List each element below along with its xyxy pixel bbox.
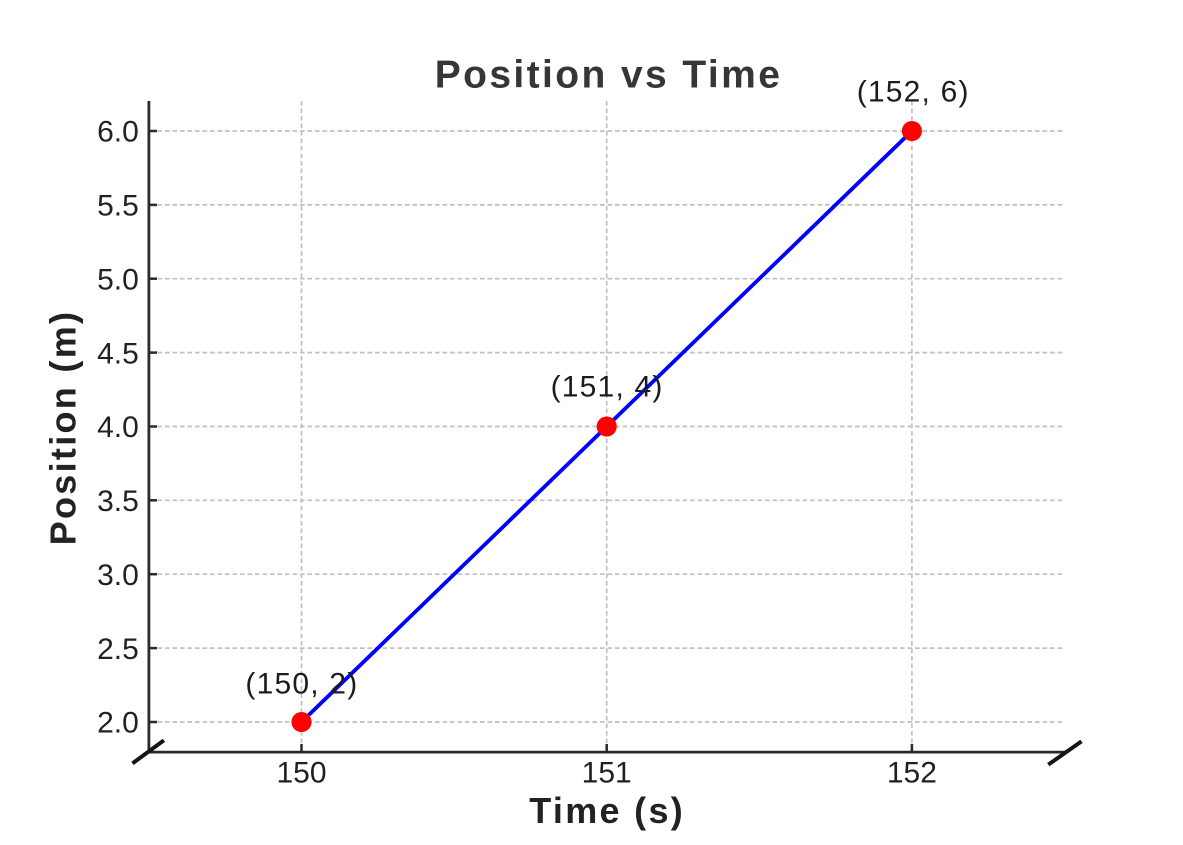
svg-text:152: 152 <box>887 757 937 790</box>
svg-text:151: 151 <box>582 757 632 790</box>
svg-text:Position (m): Position (m) <box>43 310 84 546</box>
svg-text:Time (s): Time (s) <box>529 790 685 831</box>
svg-text:4.0: 4.0 <box>97 411 139 444</box>
svg-text:4.5: 4.5 <box>97 337 139 370</box>
svg-text:2.5: 2.5 <box>97 633 139 666</box>
svg-text:3.0: 3.0 <box>97 559 139 592</box>
svg-text:5.0: 5.0 <box>97 263 139 296</box>
svg-text:(150, 2): (150, 2) <box>245 667 358 700</box>
svg-text:Position vs Time: Position vs Time <box>435 54 783 97</box>
svg-text:(151, 4): (151, 4) <box>551 370 664 403</box>
svg-text:2.0: 2.0 <box>97 707 139 740</box>
svg-text:3.5: 3.5 <box>97 485 139 518</box>
svg-text:(152, 6): (152, 6) <box>857 75 970 108</box>
svg-text:6.0: 6.0 <box>97 116 139 149</box>
svg-text:5.5: 5.5 <box>97 190 139 223</box>
svg-text:150: 150 <box>276 757 326 790</box>
